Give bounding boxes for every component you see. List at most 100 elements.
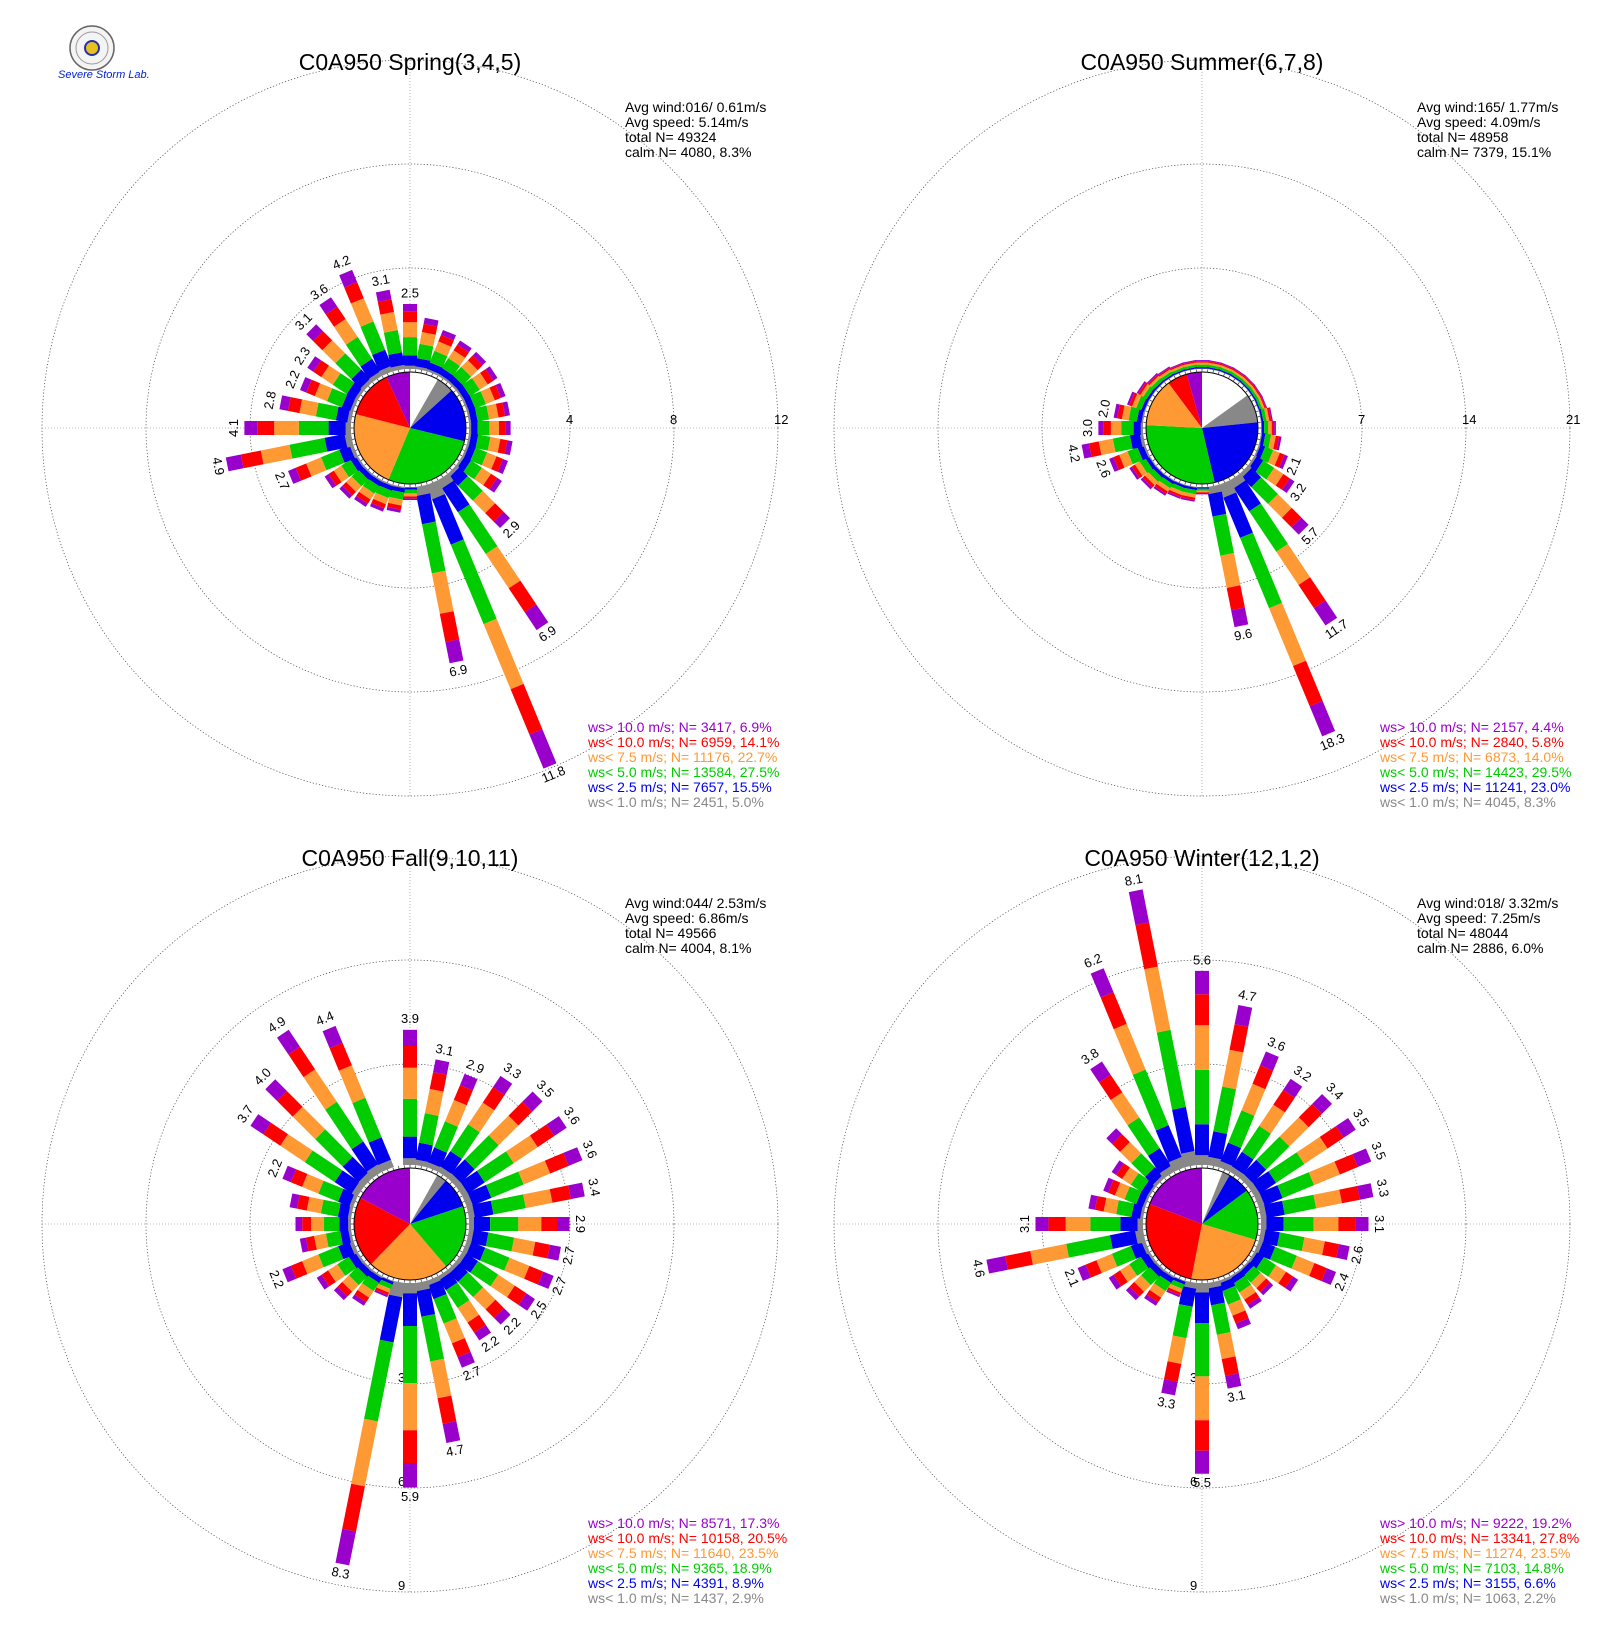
bar-13-lt10 xyxy=(467,1314,486,1333)
bar-label-23: 4.2 xyxy=(1065,443,1083,464)
bar-25-lt7_5 xyxy=(306,1196,324,1214)
bar-24-gt10 xyxy=(244,421,258,435)
bar-29-lt5 xyxy=(325,1101,364,1150)
bar-31-lt1 xyxy=(1180,1151,1198,1168)
bar-10-lt1 xyxy=(1253,444,1261,458)
bar-3-lt2_5 xyxy=(438,367,454,382)
bar-2-lt5 xyxy=(1228,1110,1255,1148)
wind-rose-spring: 4 8 122.52.96.911.86.92.74.94.12.82.22.33.… xyxy=(41,49,788,810)
bar-label-22: 2.6 xyxy=(1093,458,1114,480)
bar-4-gt10 xyxy=(1312,1094,1332,1114)
bar-20-gt10 xyxy=(339,485,353,499)
stat-line-3: calm N= 4004, 8.1% xyxy=(625,940,751,956)
bar-25-lt10 xyxy=(1117,404,1125,420)
bar-10-lt1 xyxy=(1253,1240,1263,1255)
bar-30-lt10 xyxy=(1170,363,1184,371)
bar-21-lt5 xyxy=(337,1256,357,1276)
bar-label-10: 2.4 xyxy=(1331,1271,1352,1293)
bar-26-lt10 xyxy=(1108,1179,1121,1196)
bar-20-lt1 xyxy=(1153,1260,1166,1273)
bar-2-lt5 xyxy=(434,1121,458,1153)
stat-line-2: total N= 49566 xyxy=(625,925,717,941)
bar-label-6: 3.6 xyxy=(580,1138,601,1160)
ring-1 xyxy=(145,163,675,693)
bar-7-lt2_5 xyxy=(1264,1200,1285,1219)
bar-19-lt5 xyxy=(362,1275,379,1292)
bar-20-lt1 xyxy=(362,464,374,476)
bar-9-lt5 xyxy=(485,1232,515,1252)
bar-23-lt5 xyxy=(325,1230,343,1248)
bar-15-lt1 xyxy=(414,1280,430,1292)
bar-18-lt7_5 xyxy=(373,492,389,505)
bar-28-lt1 xyxy=(358,1172,374,1188)
bar-2-lt2_5 xyxy=(427,362,443,375)
bar-25-lt2_5 xyxy=(1136,408,1144,424)
bar-11-lt7_5 xyxy=(490,1274,515,1298)
bar-26-lt1 xyxy=(349,1193,359,1208)
bar-19-lt1 xyxy=(370,1269,383,1279)
bar-7-lt2_5 xyxy=(468,407,478,423)
bar-12-lt7_5 xyxy=(472,490,496,514)
bar-13-gt10 xyxy=(524,604,549,631)
bar-11-gt10 xyxy=(1282,478,1295,493)
stat-line-2: total N= 48958 xyxy=(1417,129,1509,145)
bar-20-lt10 xyxy=(342,482,356,496)
bar-28-lt5 xyxy=(1151,377,1164,390)
bar-20-lt2_5 xyxy=(1152,465,1165,478)
pie-lt1 xyxy=(410,379,452,428)
pie-tick xyxy=(1248,394,1252,398)
bar-16-gt10 xyxy=(1195,1450,1209,1474)
bar-13-lt2_5 xyxy=(1233,480,1261,512)
bar-10-gt10 xyxy=(497,459,508,474)
pie-calm xyxy=(1202,1168,1223,1224)
bar-8-lt10 xyxy=(499,421,506,435)
bar-21-lt5 xyxy=(341,459,358,478)
bar-31-gt10 xyxy=(1128,889,1150,926)
pie-tick xyxy=(464,1234,468,1236)
bar-18-lt7_5 xyxy=(1168,1283,1183,1293)
pie-tick xyxy=(1248,458,1252,462)
pie-tick xyxy=(1156,463,1159,466)
bar-25-lt7_5 xyxy=(299,399,319,417)
bar-8-lt2_5 xyxy=(474,1217,491,1231)
ring-label: 6 xyxy=(1190,1474,1197,1489)
pie-tick xyxy=(372,471,375,474)
bar-17-lt2_5 xyxy=(1178,1286,1197,1307)
bar-0-lt5 xyxy=(403,337,417,356)
bar-16-lt7_5 xyxy=(403,493,417,497)
pie-tick xyxy=(355,1245,359,1247)
bar-22-lt2_5 xyxy=(338,1241,355,1260)
bar-9-lt5 xyxy=(475,434,491,451)
bar-15-lt7_5 xyxy=(1220,553,1241,588)
bar-2-lt5 xyxy=(1218,366,1233,375)
pie-tick xyxy=(449,467,452,470)
pie-tick xyxy=(353,443,357,446)
pie-tick xyxy=(398,482,400,486)
bar-10-lt1 xyxy=(461,1240,472,1255)
bar-30-lt1 xyxy=(1168,1156,1186,1173)
bar-9-lt1 xyxy=(466,1228,474,1244)
bar-24-lt10 xyxy=(1048,1217,1066,1231)
bar-25-lt2_5 xyxy=(337,1203,351,1219)
bar-2-lt1 xyxy=(1218,1161,1234,1173)
pie-tick xyxy=(381,375,384,379)
logo-text: Severe Storm Lab. xyxy=(58,69,150,81)
bar-5-lt5 xyxy=(1248,387,1259,400)
bar-26-lt1 xyxy=(1142,1194,1151,1208)
bar-2-lt2_5 xyxy=(428,1147,448,1168)
pie-tick xyxy=(1179,1169,1181,1173)
bar-15-lt2_5 xyxy=(416,493,436,525)
bar-23-lt2_5 xyxy=(340,1229,351,1245)
bar-26-lt5 xyxy=(1124,1186,1142,1205)
bar-14-lt1 xyxy=(426,1275,441,1286)
pie-tick xyxy=(1237,382,1240,385)
bar-24-lt1 xyxy=(348,1217,351,1231)
pie-tick xyxy=(352,416,356,418)
bar-19-lt1 xyxy=(370,473,383,483)
pie-tick xyxy=(1255,410,1259,413)
pie-tick xyxy=(355,1201,359,1203)
bar-28-lt10 xyxy=(313,331,333,351)
bar-5-lt5 xyxy=(462,378,480,397)
bar-3-lt7_5 xyxy=(448,350,466,366)
bar-3-lt10 xyxy=(453,344,469,358)
